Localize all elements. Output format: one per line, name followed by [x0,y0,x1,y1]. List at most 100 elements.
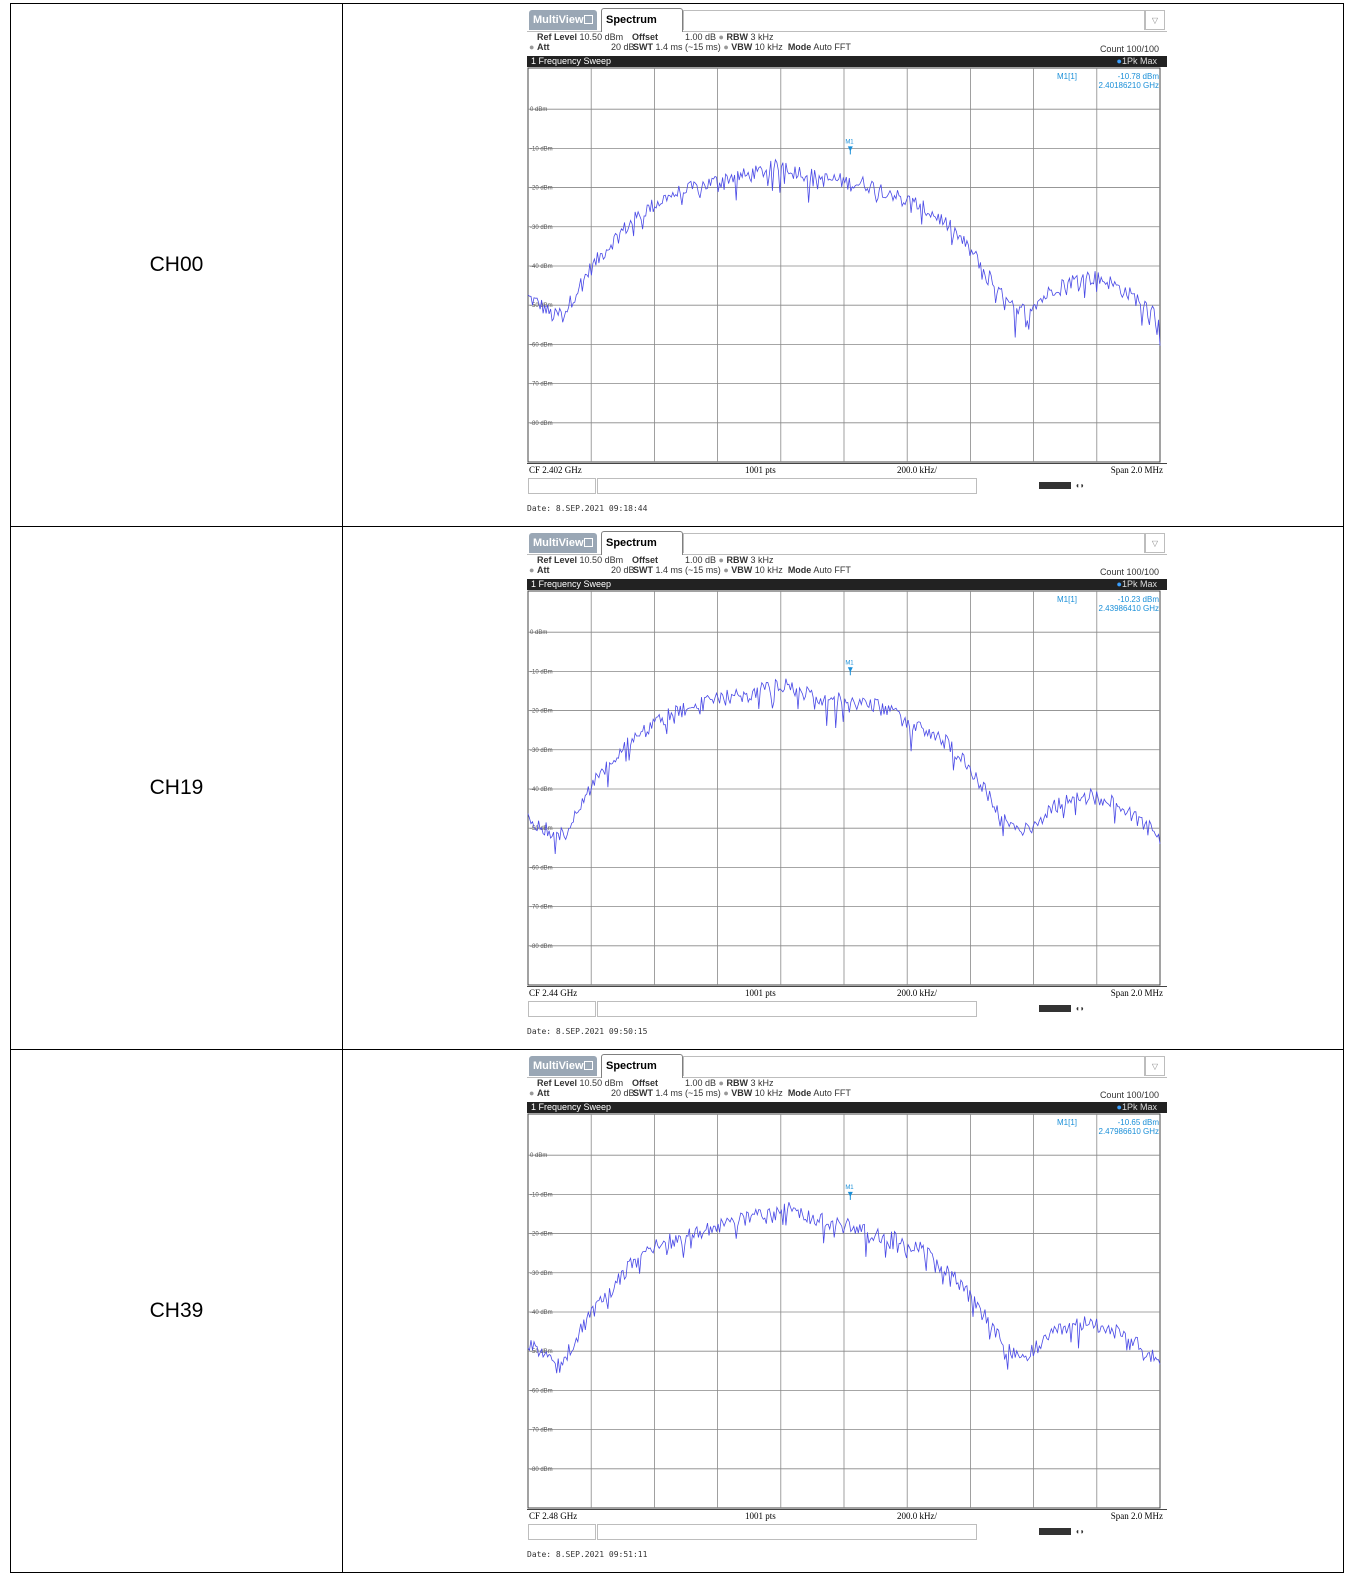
capture-date: Date: 8.SEP.2021 09:18:44 [527,504,648,513]
window-title: 1 Frequency Sweep [531,579,612,589]
mode-label: Mode [787,565,812,575]
progress-indicator [1039,482,1071,489]
measurement-settings: Ref Level 10.50 dBm Offset 1.00 dB ● RBW… [529,555,1159,577]
channel-label: CH00 [10,3,343,527]
rbw-value: 3 kHz [750,555,774,565]
window-title: 1 Frequency Sweep [531,1102,612,1112]
tab-multiview-label: MultiView [533,537,584,549]
trace-label: 1Pk Max [1121,1102,1157,1112]
y-tick-label: -70 dBm [530,905,553,911]
grid-icon [584,15,593,24]
y-tick-label: -80 dBm [530,421,553,427]
y-tick-label: -70 dBm [530,382,553,388]
y-tick-label: -60 dBm [530,865,553,871]
y-tick-label: -30 dBm [530,748,553,754]
y-tick-label: 0 dBm [530,630,547,636]
spectrum-plot[interactable]: 0 dBm -10 dBm -20 dBm -30 dBm -40 dBm -50 dBm… [527,1113,1167,1509]
status-message-field [597,1524,977,1540]
y-tick-label: -10 dBm [530,669,553,675]
vbw-label: VBW [731,565,753,575]
progress-indicator [1039,1005,1071,1012]
marker-m1-tag: M1 [845,139,854,145]
marker-readout-frequency: 2.47986610 GHz [1099,1127,1160,1136]
ref-level-label: Ref Level [537,555,578,565]
spectrum-screenshot-cell: MultiView Spectrum ▽ Ref Level 10.50 dBm… [342,1049,1344,1573]
status-message-field [597,478,977,494]
measurement-settings: Ref Level 10.50 dBm Offset 1.00 dB ● RBW… [529,1078,1159,1100]
rbw-label: RBW [726,555,749,565]
att-label: Att [536,42,550,52]
att-label: Att [536,565,550,575]
channel-label: CH19 [10,526,343,1050]
tab-multiview[interactable]: MultiView [529,10,597,30]
window-title-bar: 1 Frequency Sweep ●1Pk Max [527,1102,1167,1113]
spectrum-screenshot-cell: MultiView Spectrum ▽ Ref Level 10.50 dBm… [342,526,1344,1050]
ref-level-value: 10.50 dBm [579,555,624,565]
y-tick-label: -40 dBm [530,787,553,793]
mode-value: Auto FFT [813,565,851,575]
att-label: Att [536,1088,550,1098]
rbw-label: RBW [726,32,749,42]
rbw-label: RBW [726,1078,749,1088]
marker-readout-frequency: 2.43986410 GHz [1099,604,1160,613]
ref-level-value: 10.50 dBm [579,1078,624,1088]
offset-label: Offset [632,32,659,42]
table-row: CH00 MultiView Spectrum ▽ Ref Level 10.5… [10,3,1344,527]
tab-spectrum[interactable]: Spectrum [601,1054,683,1078]
offset-label: Offset [632,555,659,565]
tab-spectrum[interactable]: Spectrum [601,531,683,555]
marker-readout-level: -10.78 dBm [1118,72,1160,81]
y-tick-label: -80 dBm [530,944,553,950]
sweep-points: 1001 pts [745,465,776,475]
status-bar: ◖◗ [527,1523,1167,1541]
vbw-value: 10 kHz [754,565,783,575]
status-field [528,1524,596,1540]
tab-spectrum[interactable]: Spectrum [601,8,683,32]
capture-date: Date: 8.SEP.2021 09:50:15 [527,1027,648,1036]
mode-label: Mode [787,42,812,52]
tab-bar: MultiView Spectrum ▽ [527,1053,1167,1078]
y-tick-label: -50 dBm [530,1349,553,1355]
window-title-bar: 1 Frequency Sweep ●1Pk Max [527,579,1167,590]
center-frequency: CF 2.48 GHz [529,1511,578,1521]
frequency-per-division: 200.0 kHz/ [897,988,937,998]
plot-footer: CF 2.44 GHz 1001 pts 200.0 kHz/ Span 2.0… [527,986,1167,999]
window-title-bar: 1 Frequency Sweep ●1Pk Max [527,56,1167,67]
y-tick-label: -50 dBm [530,826,553,832]
grid-icon [584,1061,593,1070]
trace-line [527,678,1161,855]
frequency-span: Span 2.0 MHz [1110,465,1163,475]
sweep-points: 1001 pts [745,1511,776,1521]
y-tick-label: -30 dBm [530,1271,553,1277]
chevron-down-icon[interactable]: ▽ [1145,533,1165,553]
mode-value: Auto FFT [813,1088,851,1098]
tab-multiview-label: MultiView [533,14,584,26]
swt-label: SWT [633,42,653,52]
y-tick-label: -40 dBm [530,264,553,270]
trace-line [527,158,1161,346]
y-tick-label: -70 dBm [530,1428,553,1434]
status-field [528,1001,596,1017]
marker-readout-frequency: 2.40186210 GHz [1099,81,1160,90]
center-frequency: CF 2.402 GHz [529,465,582,475]
status-bar: ◖◗ [527,1000,1167,1018]
marker-m1-tag: M1 [845,1185,854,1191]
chevron-down-icon[interactable]: ▽ [1145,10,1165,30]
spectrum-plot[interactable]: 0 dBm -10 dBm -20 dBm -30 dBm -40 dBm -50 dBm… [527,590,1167,986]
sweep-count: Count 100/100 [1099,567,1159,577]
tab-multiview[interactable]: MultiView [529,1056,597,1076]
results-table: CH00 MultiView Spectrum ▽ Ref Level 10.5… [10,3,1344,1573]
spectrum-plot[interactable]: 0 dBm -10 dBm -20 dBm -30 dBm -40 dBm -50 dBm… [527,67,1167,463]
ref-level-value: 10.50 dBm [579,32,624,42]
chevron-down-icon[interactable]: ▽ [1145,1056,1165,1076]
mode-label: Mode [787,1088,812,1098]
tab-bar: MultiView Spectrum ▽ [527,7,1167,32]
y-tick-label: -20 dBm [530,709,553,715]
swt-value: 1.4 ms (~15 ms) [655,42,721,52]
channel-label: CH39 [10,1049,343,1573]
sweep-count: Count 100/100 [1099,44,1159,54]
spectrum-analyzer-screen: MultiView Spectrum ▽ Ref Level 10.50 dBm… [527,7,1167,497]
marker-readout-label: M1[1] [1057,1118,1077,1127]
plot-footer: CF 2.48 GHz 1001 pts 200.0 kHz/ Span 2.0… [527,1509,1167,1522]
tab-multiview[interactable]: MultiView [529,533,597,553]
